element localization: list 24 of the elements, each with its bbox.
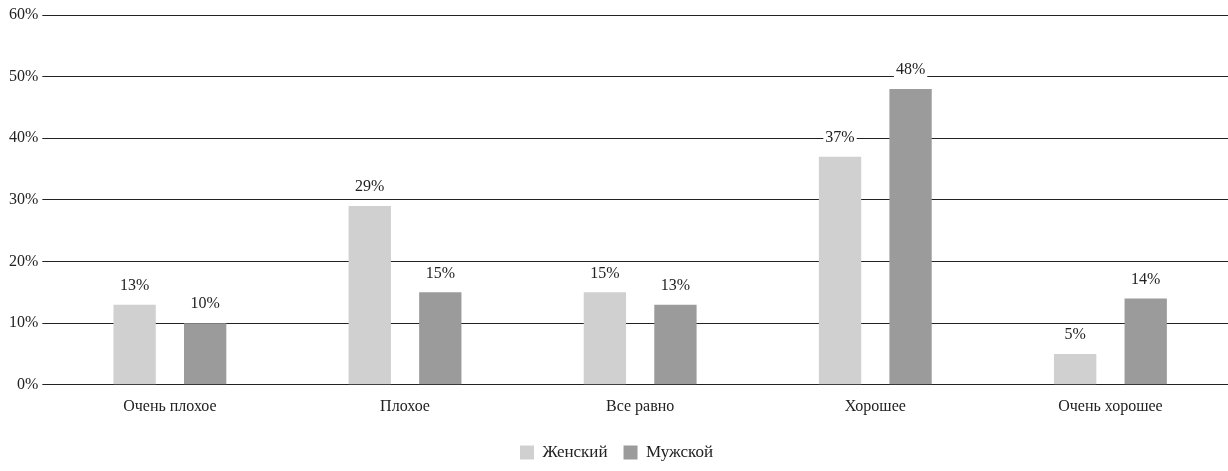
y-tick-label: 50%: [9, 66, 39, 84]
legend-label: Мужской: [646, 441, 713, 461]
data-label: 13%: [119, 275, 150, 293]
y-tick-label: 10%: [9, 313, 39, 331]
data-label: 13%: [660, 275, 691, 293]
data-label: 15%: [425, 263, 455, 281]
data-label: 10%: [190, 294, 220, 312]
y-tick-label: 40%: [9, 128, 39, 146]
legend-label: Женский: [542, 441, 608, 461]
y-tick-label: 0%: [17, 375, 39, 392]
data-label: 37%: [825, 127, 855, 145]
x-tick-label: Очень хорошее: [1058, 396, 1163, 415]
data-label: 29%: [355, 177, 385, 195]
y-tick-label: 60%: [9, 5, 39, 23]
data-label: 14%: [1131, 269, 1161, 287]
x-tick-label: Все равно: [606, 396, 675, 415]
x-tick-label: Очень плохое: [123, 396, 217, 414]
y-tick-label: 20%: [9, 251, 39, 269]
x-tick-label: Плохое: [380, 396, 430, 414]
data-label: 48%: [895, 60, 926, 78]
y-tick-label: 30%: [9, 190, 39, 208]
data-label: 15%: [590, 263, 620, 281]
x-tick-label: Хорошее: [844, 396, 906, 415]
data-label: 5%: [1064, 325, 1086, 343]
